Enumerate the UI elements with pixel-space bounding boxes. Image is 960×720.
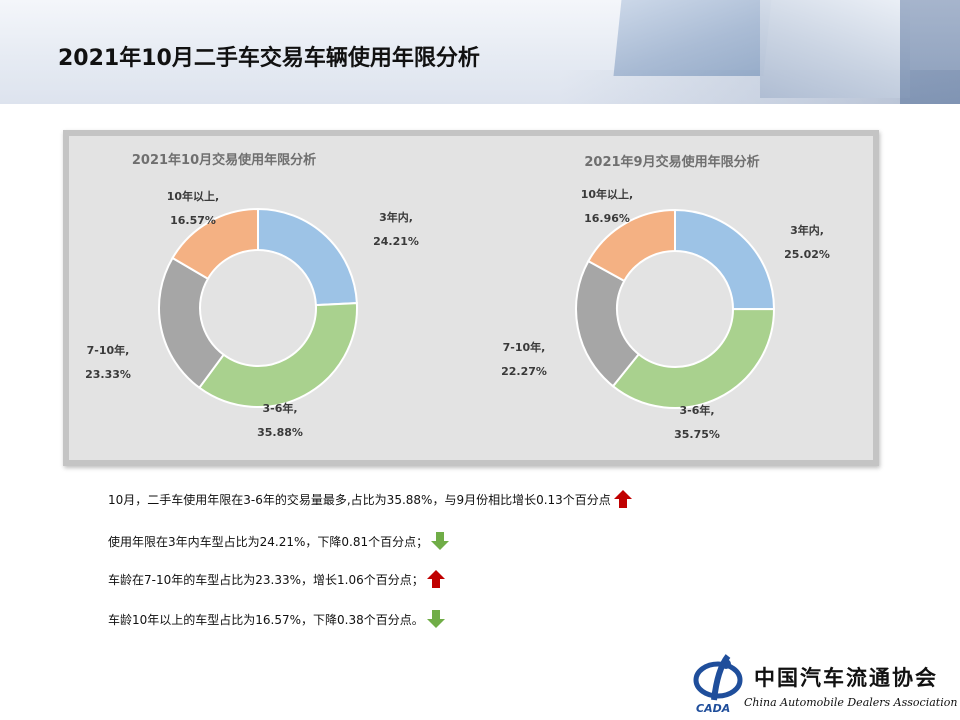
arrow-up-icon bbox=[613, 490, 632, 508]
note-text: 车龄10年以上的车型占比为16.57%，下降0.38个百分点。 bbox=[108, 612, 424, 627]
arrow-up-icon bbox=[426, 570, 445, 588]
slice-value-label: 25.02% bbox=[784, 248, 830, 261]
donut-slice bbox=[197, 302, 358, 408]
logo-name-en: China Automobile Dealers Association bbox=[744, 696, 958, 709]
note-text: 10月，二手车使用年限在3-6年的交易量最多,占比为35.88%，与9月份相比增… bbox=[108, 492, 611, 507]
note-item: 10月，二手车使用年限在3-6年的交易量最多,占比为35.88%，与9月份相比增… bbox=[108, 488, 633, 510]
donut-slice bbox=[575, 259, 641, 388]
donut-slice bbox=[257, 207, 358, 307]
header-decoration bbox=[613, 0, 773, 76]
cada-emblem-icon: CADA bbox=[693, 654, 743, 715]
note-text: 车龄在7-10年的车型占比为23.33%，增长1.06个百分点； bbox=[108, 572, 424, 587]
slice-value-label: 16.57% bbox=[170, 214, 216, 227]
slice-value-label: 16.96% bbox=[584, 212, 630, 225]
page-title: 2021年10月二手车交易车辆使用年限分析 bbox=[58, 46, 480, 71]
logo-name-cn: 中国汽车流通协会 bbox=[754, 665, 938, 690]
chart-title: 2021年9月交易使用年限分析 bbox=[584, 154, 759, 170]
donut-slice bbox=[158, 256, 226, 390]
slice-value-label: 35.88% bbox=[257, 426, 303, 439]
note-item: 使用年限在3年内车型占比为24.21%，下降0.81个百分点； bbox=[108, 530, 450, 552]
donut-charts: 2021年10月交易使用年限分析 3年内, 24.21% 3-6年, 35.88% 7-1… bbox=[85, 152, 830, 441]
slice-label: 10年以上, bbox=[167, 189, 220, 203]
slice-value-label: 24.21% bbox=[373, 235, 419, 248]
arrow-down-icon bbox=[431, 532, 450, 550]
slice-label: 3年内, bbox=[790, 223, 824, 237]
header-decoration bbox=[760, 0, 910, 98]
chart-panel: 2021年10月交易使用年限分析 3年内, 24.21% 3-6年, 35.88% 7-1… bbox=[63, 130, 879, 466]
note-item: 车龄10年以上的车型占比为16.57%，下降0.38个百分点。 bbox=[108, 608, 446, 630]
slice-value-label: 23.33% bbox=[85, 368, 131, 381]
slice-value-label: 22.27% bbox=[501, 365, 547, 378]
donut-slice bbox=[171, 207, 259, 281]
cada-logo: CADA 中国汽车流通协会 China Automobile Dealers A… bbox=[690, 652, 957, 715]
donut-slice bbox=[587, 208, 676, 283]
slice-label: 3-6年, bbox=[679, 403, 714, 417]
donut-slice bbox=[611, 308, 776, 409]
slice-label: 10年以上, bbox=[581, 187, 634, 201]
slice-value-label: 35.75% bbox=[674, 428, 720, 441]
slice-label: 7-10年, bbox=[87, 343, 130, 357]
chart-title: 2021年10月交易使用年限分析 bbox=[132, 152, 316, 168]
arrow-down-icon bbox=[426, 610, 445, 628]
header-decoration bbox=[900, 0, 960, 104]
slice-label: 3-6年, bbox=[262, 401, 297, 415]
logo-abbr: CADA bbox=[696, 702, 730, 714]
slice-label: 3年内, bbox=[379, 210, 413, 224]
note-text: 使用年限在3年内车型占比为24.21%，下降0.81个百分点； bbox=[108, 534, 429, 549]
slice-label: 7-10年, bbox=[503, 340, 546, 354]
donut-slice bbox=[674, 208, 776, 311]
header-banner bbox=[0, 0, 960, 104]
note-item: 车龄在7-10年的车型占比为23.33%，增长1.06个百分点； bbox=[108, 568, 446, 590]
